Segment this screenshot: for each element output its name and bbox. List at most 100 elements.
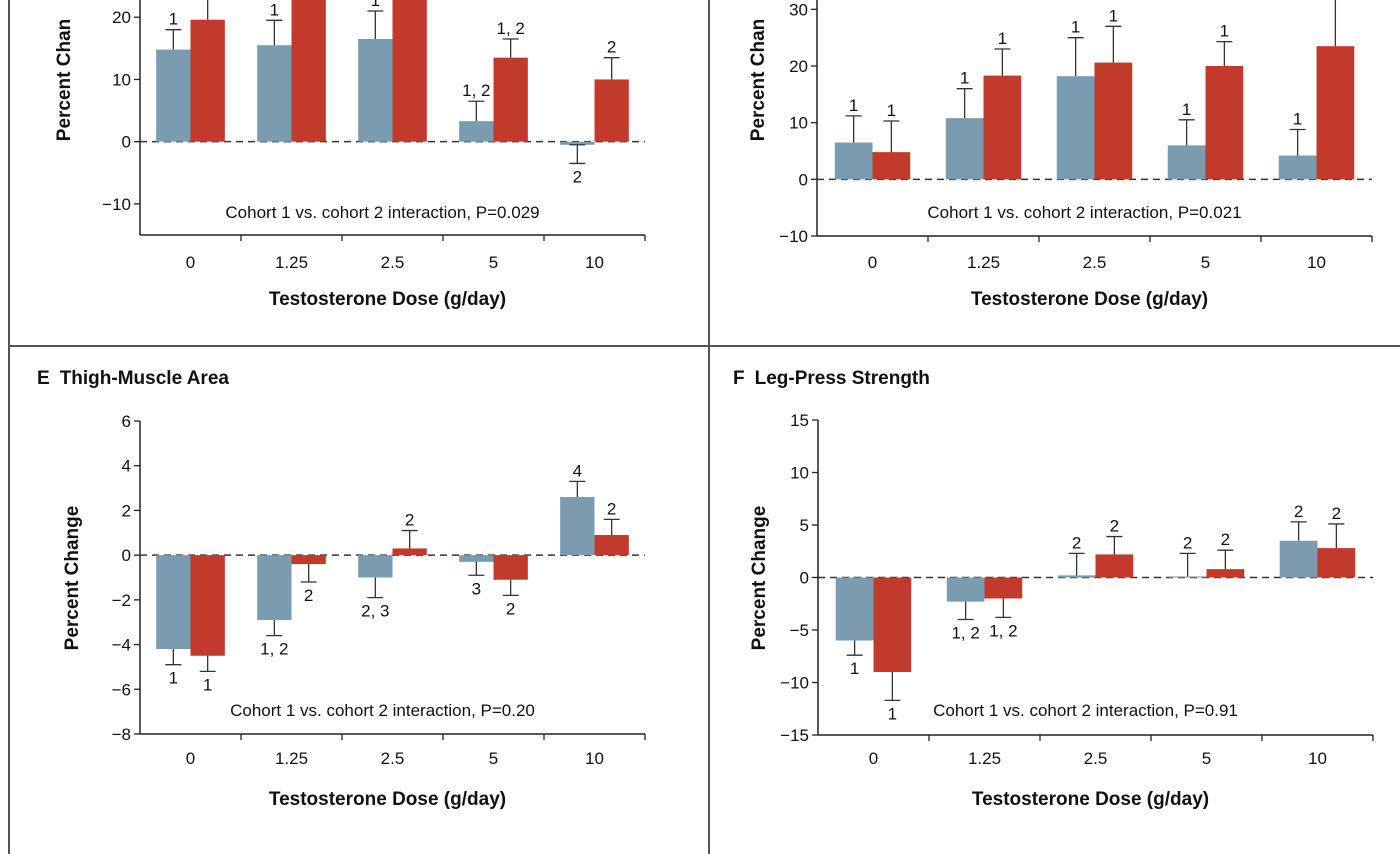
significance-label: 1 <box>1220 22 1229 41</box>
bar <box>493 555 528 580</box>
y-tick-label: 2 <box>122 501 131 520</box>
bar <box>1278 155 1317 180</box>
bar <box>1316 46 1355 180</box>
chart-svg-d: −10 0 10 20 30 0 1.25 2.5 5 10 1 1 1 1 1 1 1 1 1 Cohort 1 v… <box>748 0 1373 310</box>
bar <box>459 555 494 562</box>
significance-label: 2 <box>1294 502 1303 521</box>
y-tick-label: 5 <box>800 516 809 535</box>
bar <box>291 555 326 565</box>
significance-label: 2 <box>573 167 582 186</box>
bar <box>493 57 528 142</box>
y-tick-label: 0 <box>122 133 131 152</box>
y-tick-label: 15 <box>790 411 809 430</box>
panel-heading-e: Thigh-Muscle Area <box>59 368 229 389</box>
bar <box>946 577 985 602</box>
bar <box>291 0 326 142</box>
bar <box>1167 145 1206 180</box>
bar <box>835 577 874 641</box>
y-axis-label: Percent Chan <box>748 19 769 141</box>
x-tick-label: 5 <box>489 749 498 768</box>
significance-label: 1 <box>1109 6 1118 25</box>
x-tick-label: 0 <box>186 749 195 768</box>
y-tick-label: 10 <box>112 70 131 89</box>
x-axis-label: Testosterone Dose (g/day) <box>972 789 1209 810</box>
x-tick-label: 0 <box>186 253 195 272</box>
bar <box>257 555 292 620</box>
bar <box>873 577 912 672</box>
bar <box>1057 575 1096 578</box>
significance-label: 1, 2 <box>989 621 1017 640</box>
significance-label: 1 <box>203 675 212 694</box>
significance-label: 1 <box>1071 18 1080 37</box>
interaction-p-value: Cohort 1 vs. cohort 2 interaction, P=0.2… <box>230 701 535 720</box>
significance-label: 1 <box>1293 109 1302 128</box>
bar <box>190 19 225 142</box>
bar <box>358 39 393 142</box>
x-tick-label: 5 <box>489 253 498 272</box>
y-tick-label: −5 <box>790 621 809 640</box>
significance-label: 1 <box>169 669 178 688</box>
y-tick-label: 4 <box>122 457 131 476</box>
bar <box>1206 569 1245 578</box>
y-tick-label: −6 <box>112 680 131 699</box>
x-tick-label: 5 <box>1201 253 1210 272</box>
x-tick-label: 2.5 <box>1083 253 1107 272</box>
significance-label: 2 <box>405 511 414 530</box>
significance-label: 1 <box>887 101 896 120</box>
significance-label: 2 <box>1072 533 1081 552</box>
bar <box>1168 576 1207 578</box>
bar <box>1279 540 1318 578</box>
significance-label: 1, 2 <box>951 624 979 643</box>
significance-label: 1, 2 <box>462 81 490 100</box>
x-tick-label: 1.25 <box>968 749 1001 768</box>
y-tick-label: 10 <box>789 114 808 133</box>
y-tick-label: 0 <box>799 170 808 189</box>
bar <box>1095 554 1134 578</box>
x-tick-label: 1.25 <box>275 749 308 768</box>
y-tick-label: 20 <box>112 8 131 27</box>
x-tick-label: 10 <box>1307 253 1326 272</box>
bar <box>594 535 629 556</box>
interaction-p-value: Cohort 1 vs. cohort 2 interaction, P=0.9… <box>933 701 1238 720</box>
significance-label: 4 <box>573 461 582 480</box>
significance-label: 1, 2 <box>260 640 288 659</box>
interaction-p-value: Cohort 1 vs. cohort 2 interaction, P=0.0… <box>225 203 539 222</box>
significance-label: 1 <box>850 659 859 678</box>
x-tick-label: 10 <box>585 749 604 768</box>
y-tick-label: −4 <box>112 636 131 655</box>
bar <box>392 0 427 142</box>
significance-label: 2 <box>304 586 313 605</box>
bar <box>156 49 191 142</box>
chart-panel-f: F Leg-Press Strength −15 −10 −5 0 5 10 15 0 1.25 2… <box>712 348 1392 854</box>
center-divider <box>708 0 710 854</box>
x-tick-label: 0 <box>869 749 878 768</box>
left-border <box>8 0 10 854</box>
x-tick-label: 2.5 <box>1084 749 1108 768</box>
panel-letter-f: F <box>733 368 745 389</box>
x-tick-label: 10 <box>585 253 604 272</box>
bar <box>156 555 191 650</box>
x-axis-label: Testosterone Dose (g/day) <box>269 289 506 310</box>
y-tick-label: 20 <box>789 57 808 76</box>
significance-label: 3 <box>472 579 481 598</box>
x-tick-label: 1.25 <box>275 253 308 272</box>
x-tick-label: 5 <box>1202 749 1211 768</box>
x-tick-label: 0 <box>868 253 877 272</box>
y-tick-label: 6 <box>122 412 131 431</box>
bar <box>983 75 1022 180</box>
significance-label: 2 <box>1221 530 1230 549</box>
x-tick-label: 2.5 <box>381 749 405 768</box>
significance-label: 2, 3 <box>361 602 389 621</box>
significance-label: 1 <box>960 69 969 88</box>
bar <box>560 497 595 556</box>
significance-label: 2 <box>1110 517 1119 536</box>
x-tick-label: 1.25 <box>967 253 1000 272</box>
y-tick-label: −2 <box>112 591 131 610</box>
bar <box>594 79 629 142</box>
x-axis-label: Testosterone Dose (g/day) <box>971 289 1208 310</box>
bar <box>1205 66 1244 180</box>
panel-title-f: F Leg-Press Strength <box>733 368 930 390</box>
bar <box>1317 548 1356 578</box>
panel-letter-e: E <box>37 368 50 389</box>
